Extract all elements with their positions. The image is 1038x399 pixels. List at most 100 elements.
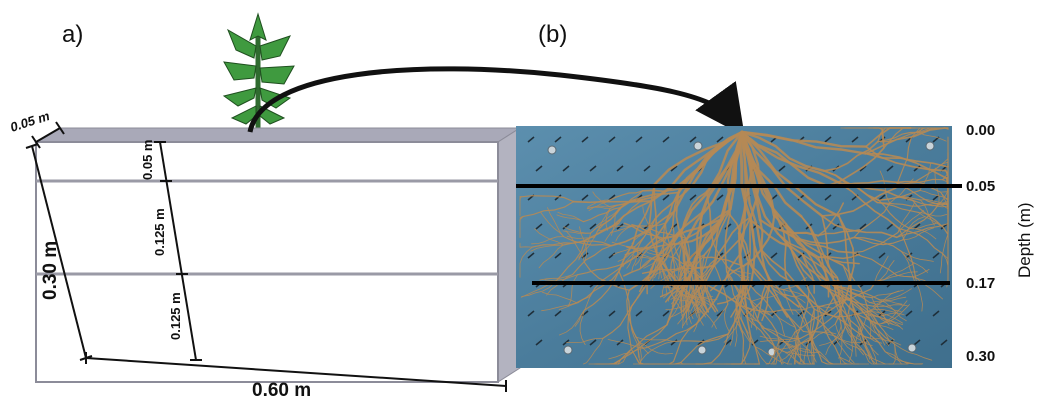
root-strand — [541, 302, 578, 312]
pin — [554, 310, 562, 317]
root-strand — [534, 228, 564, 246]
root-strand — [759, 335, 801, 341]
root-strand — [794, 305, 835, 311]
root-strand — [688, 258, 716, 284]
pin — [589, 223, 597, 230]
root-strand — [609, 190, 644, 201]
pin — [662, 194, 670, 201]
root-strand — [785, 223, 810, 292]
maize-plant-icon — [222, 12, 295, 128]
root-strand — [713, 216, 752, 266]
root-strand — [682, 304, 703, 327]
root-strand — [782, 340, 821, 354]
root-strand — [898, 228, 944, 255]
pin — [697, 339, 705, 346]
root-strand — [823, 140, 879, 172]
depth-tick-2: 0.17 — [966, 275, 995, 292]
root-strand — [883, 262, 915, 281]
root-strand — [819, 326, 847, 346]
root-strand — [630, 322, 640, 358]
root-strand — [737, 303, 777, 349]
pin — [527, 136, 535, 143]
root-strand — [589, 262, 626, 298]
root-strand — [538, 244, 564, 269]
root-strand — [751, 300, 774, 318]
root-strand — [877, 130, 920, 143]
pin — [905, 310, 913, 317]
root-strand — [583, 261, 630, 291]
root-strand — [870, 358, 903, 365]
root-strand — [850, 327, 883, 344]
panel-b: (b) 0.00 0.05 0.17 0.30 Depth (m) — [516, 21, 1034, 368]
pin — [670, 165, 678, 172]
root-strand — [775, 347, 784, 365]
pin — [562, 165, 570, 172]
root-strand — [896, 223, 949, 238]
root-strand — [740, 130, 776, 218]
pin — [581, 194, 589, 201]
root-strand — [826, 287, 874, 307]
root-strand — [624, 210, 676, 265]
root-strand — [831, 283, 881, 301]
root-strand — [618, 198, 644, 224]
root-strand — [761, 279, 770, 322]
root-strand — [641, 177, 688, 201]
root-strand — [630, 348, 657, 365]
root-strand — [539, 274, 574, 281]
root-strand — [615, 225, 633, 242]
layer-1-label: 0.05 m — [140, 140, 155, 180]
pin — [940, 339, 948, 346]
connector-arrow — [247, 66, 745, 137]
root-strand — [782, 340, 812, 365]
pin — [689, 136, 697, 143]
pin — [589, 165, 597, 172]
root-strand — [673, 297, 706, 303]
root-strand — [939, 233, 949, 274]
pin — [886, 223, 894, 230]
root-strand — [872, 304, 908, 307]
root-strand — [712, 239, 730, 270]
root-strand — [648, 183, 658, 255]
box-top-face — [34, 127, 522, 143]
root-strand — [826, 287, 859, 328]
pin — [797, 310, 805, 317]
root-strand — [657, 224, 674, 257]
root-strand — [777, 232, 835, 282]
root-strand — [817, 256, 830, 298]
pin — [616, 165, 624, 172]
root-strand — [586, 205, 611, 209]
root-strand — [898, 228, 917, 278]
pin — [913, 165, 921, 172]
root-strand — [821, 361, 845, 365]
root-strand — [900, 250, 934, 262]
root-strand — [883, 271, 918, 281]
pin — [535, 165, 543, 172]
board-screw — [697, 345, 707, 355]
root-strand — [895, 180, 942, 193]
root-strand — [672, 255, 676, 279]
root-strand — [871, 297, 890, 326]
root-strand — [609, 225, 633, 227]
root-strand — [853, 236, 904, 246]
root-strand — [540, 212, 565, 238]
root-strand — [831, 283, 873, 315]
root-strand — [754, 346, 777, 365]
root-strand — [562, 230, 591, 235]
root-strand — [701, 239, 714, 272]
root-strand — [872, 305, 901, 328]
root-strand — [682, 270, 692, 313]
board-screw — [547, 145, 557, 155]
root-strand — [782, 289, 810, 298]
pin — [554, 194, 562, 201]
root-strand — [583, 270, 620, 311]
root-strand — [851, 302, 896, 345]
pin — [716, 194, 724, 201]
root-strand — [646, 253, 660, 295]
root-strand — [884, 351, 924, 365]
thickness-label: 0.05 m — [8, 108, 52, 135]
root-strand — [646, 252, 676, 259]
root-strand — [746, 216, 752, 279]
root-strand — [813, 308, 869, 318]
root-strand — [567, 274, 579, 307]
root-strand — [870, 358, 878, 365]
